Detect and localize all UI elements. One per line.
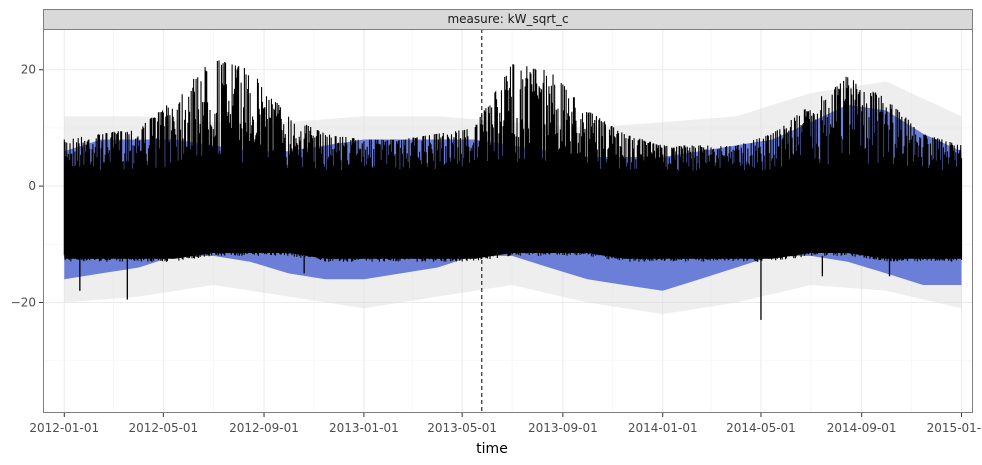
x-tick-label: 2013-09-01: [528, 421, 598, 435]
facet-strip-label: measure: kW_sqrt_c: [447, 12, 568, 26]
observed-series-layer: [63, 60, 963, 320]
x-tick-label: 2014-09-01: [827, 421, 897, 435]
x-tick-label: 2013-05-01: [427, 421, 497, 435]
x-tick-label: 2015-01-01: [927, 421, 982, 435]
y-tick-label: 20: [21, 63, 36, 77]
y-axis: 20 0 −20: [11, 63, 43, 309]
observed-series-core: [64, 174, 962, 259]
x-axis-title: time: [476, 441, 508, 457]
x-tick-label: 2012-01-01: [29, 421, 99, 435]
x-tick-label: 2012-05-01: [128, 421, 198, 435]
x-tick-label: 2012-09-01: [229, 421, 299, 435]
y-tick-label: −20: [11, 295, 36, 309]
x-tick-label: 2013-01-01: [329, 421, 399, 435]
x-tick-label: 2014-05-01: [726, 421, 796, 435]
facet-strip: [43, 9, 973, 30]
x-axis: 2012-01-01 2012-05-01 2012-09-01 2013-01-01…: [29, 413, 982, 435]
x-tick-label: 2014-01-01: [628, 421, 698, 435]
y-tick-label: 0: [28, 179, 36, 193]
